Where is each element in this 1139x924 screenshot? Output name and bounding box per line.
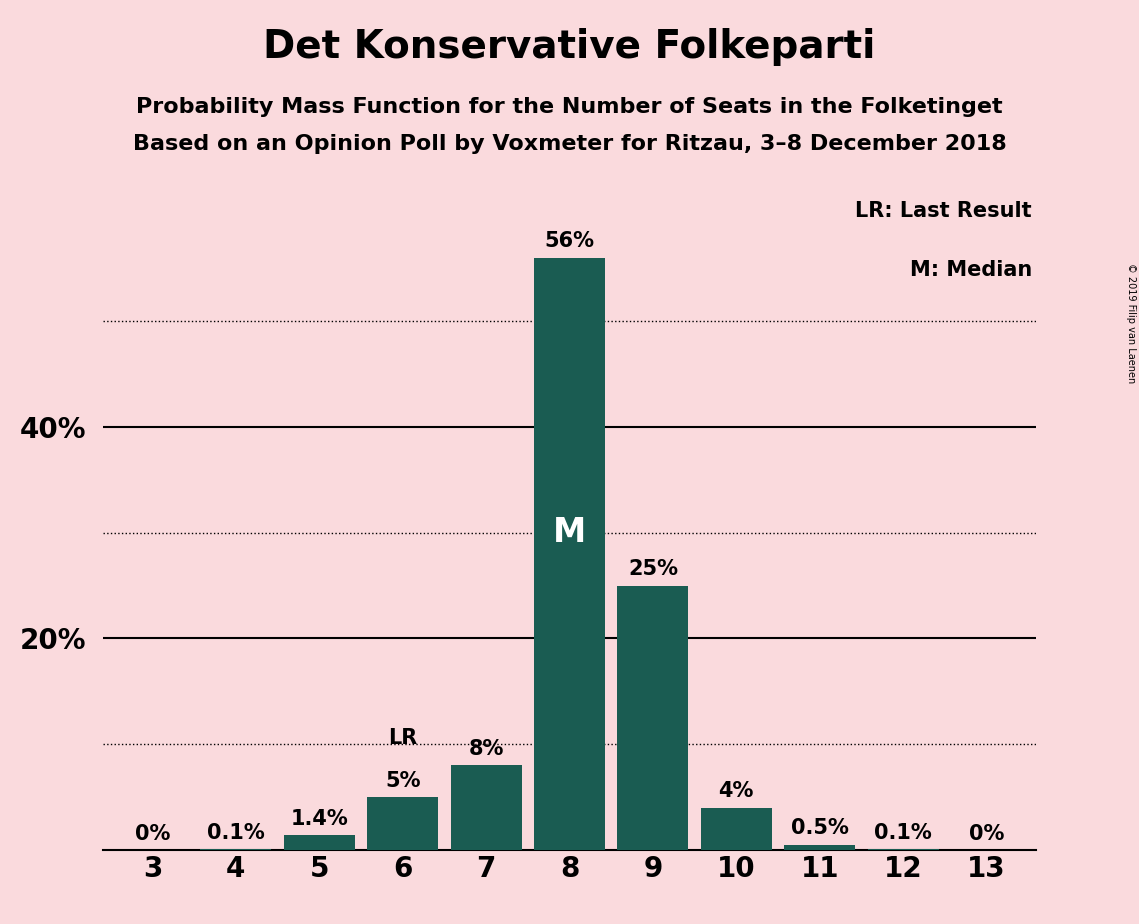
Bar [367, 797, 439, 850]
Bar [284, 835, 354, 850]
Text: 0%: 0% [134, 823, 170, 844]
Text: 0.1%: 0.1% [207, 822, 264, 843]
Bar [534, 258, 605, 850]
Bar [785, 845, 855, 850]
Text: M: M [552, 517, 587, 549]
Text: 1.4%: 1.4% [290, 808, 349, 829]
Text: 25%: 25% [628, 559, 678, 579]
Text: LR: LR [388, 728, 417, 748]
Bar [200, 849, 271, 850]
Text: 0.5%: 0.5% [790, 819, 849, 838]
Text: Det Konservative Folkeparti: Det Konservative Folkeparti [263, 28, 876, 66]
Text: 0%: 0% [969, 823, 1005, 844]
Text: © 2019 Filip van Laenen: © 2019 Filip van Laenen [1126, 263, 1136, 383]
Bar [617, 586, 688, 850]
Text: M: Median: M: Median [910, 260, 1032, 280]
Bar [868, 849, 939, 850]
Text: Probability Mass Function for the Number of Seats in the Folketinget: Probability Mass Function for the Number… [137, 97, 1002, 117]
Bar [700, 808, 772, 850]
Bar [451, 765, 522, 850]
Text: 4%: 4% [719, 782, 754, 801]
Text: LR: Last Result: LR: Last Result [855, 201, 1032, 221]
Text: 56%: 56% [544, 231, 595, 251]
Text: 5%: 5% [385, 771, 420, 791]
Text: 0.1%: 0.1% [875, 822, 932, 843]
Text: Based on an Opinion Poll by Voxmeter for Ritzau, 3–8 December 2018: Based on an Opinion Poll by Voxmeter for… [132, 134, 1007, 154]
Text: 8%: 8% [468, 739, 503, 760]
